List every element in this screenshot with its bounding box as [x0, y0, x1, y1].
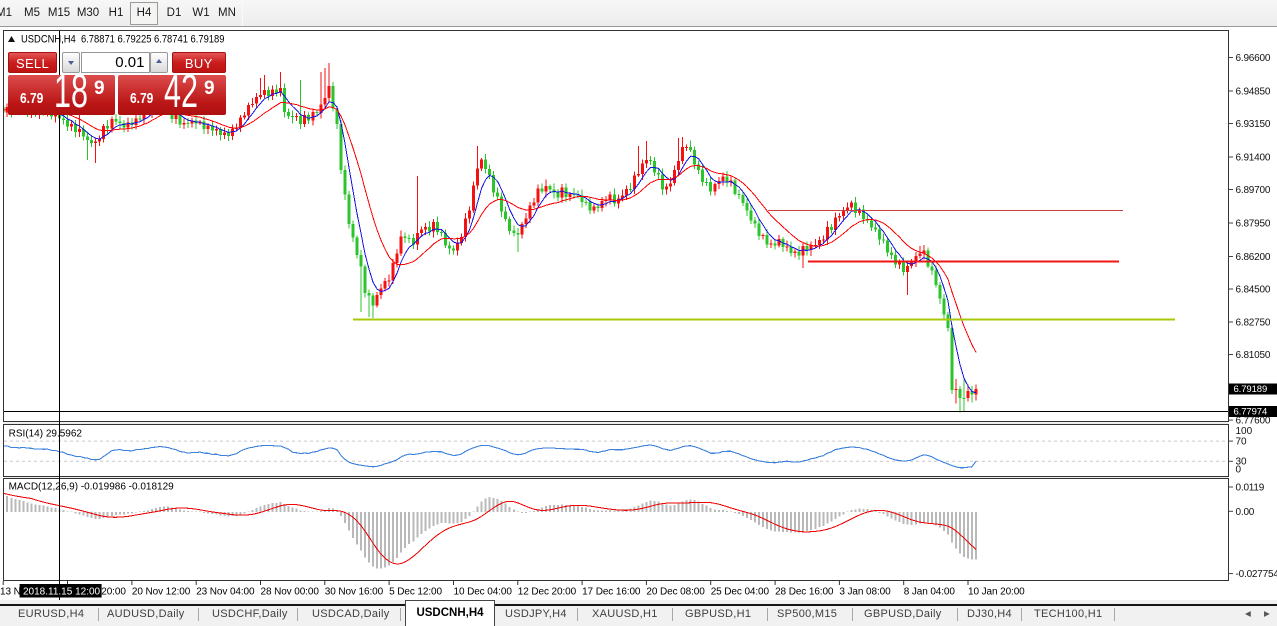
svg-text:MACD(12,26,9) -0.019986 -0.018: MACD(12,26,9) -0.019986 -0.018129 [9, 482, 175, 493]
svg-text:-0.027754: -0.027754 [1236, 569, 1277, 580]
svg-text:30: 30 [1236, 457, 1248, 468]
svg-text:6.77974: 6.77974 [1234, 407, 1268, 418]
svg-text:10 Dec 04:00: 10 Dec 04:00 [454, 587, 513, 598]
svg-text:5 Dec 12:00: 5 Dec 12:00 [389, 587, 442, 598]
svg-text:0.00: 0.00 [1236, 507, 1255, 518]
svg-text:6.86200: 6.86200 [1236, 252, 1271, 263]
svg-text:USDCNH,H4 6.78871 6.79225 6.7: USDCNH,H4 6.78871 6.79225 6.78741 6.7918… [21, 34, 225, 46]
svg-text:6.84500: 6.84500 [1236, 285, 1271, 296]
svg-text:8 Jan 04:00: 8 Jan 04:00 [904, 587, 956, 598]
svg-text:10 Jan 20:00: 10 Jan 20:00 [968, 587, 1025, 598]
svg-text:2018.11.15 12:00: 2018.11.15 12:00 [23, 587, 101, 598]
svg-text:0.0119: 0.0119 [1236, 483, 1265, 494]
svg-text:23 Nov 04:00: 23 Nov 04:00 [196, 587, 255, 598]
svg-text:RSI(14) 29.5962: RSI(14) 29.5962 [9, 429, 83, 440]
svg-text:28 Dec 16:00: 28 Dec 16:00 [775, 587, 834, 598]
svg-text:12 Dec 20:00: 12 Dec 20:00 [518, 587, 577, 598]
svg-text:0: 0 [1236, 464, 1242, 475]
svg-text:100: 100 [1236, 426, 1253, 437]
svg-text:6.79189: 6.79189 [1234, 384, 1268, 395]
svg-text:28 Nov 00:00: 28 Nov 00:00 [261, 587, 320, 598]
svg-text:15 Nov 20:00: 15 Nov 20:00 [68, 587, 127, 598]
svg-text:6.87950: 6.87950 [1236, 219, 1271, 230]
svg-text:6.77600: 6.77600 [1236, 416, 1271, 427]
svg-text:20 Nov 12:00: 20 Nov 12:00 [132, 587, 191, 598]
svg-text:6.82750: 6.82750 [1236, 318, 1271, 329]
svg-text:6.89700: 6.89700 [1236, 185, 1271, 196]
svg-text:17 Dec 16:00: 17 Dec 16:00 [582, 587, 641, 598]
svg-text:6.81050: 6.81050 [1236, 350, 1271, 361]
svg-text:30 Nov 16:00: 30 Nov 16:00 [325, 587, 384, 598]
svg-text:6.91400: 6.91400 [1236, 153, 1271, 164]
svg-text:6.96600: 6.96600 [1236, 53, 1271, 64]
svg-text:20 Dec 08:00: 20 Dec 08:00 [646, 587, 705, 598]
svg-text:13 Nov 04:00: 13 Nov 04:00 [0, 587, 59, 598]
svg-text:25 Dec 04:00: 25 Dec 04:00 [711, 587, 770, 598]
svg-text:6.93150: 6.93150 [1236, 119, 1271, 130]
svg-text:6.94850: 6.94850 [1236, 87, 1271, 98]
svg-text:3 Jan 08:00: 3 Jan 08:00 [839, 587, 891, 598]
svg-text:70: 70 [1236, 437, 1248, 448]
